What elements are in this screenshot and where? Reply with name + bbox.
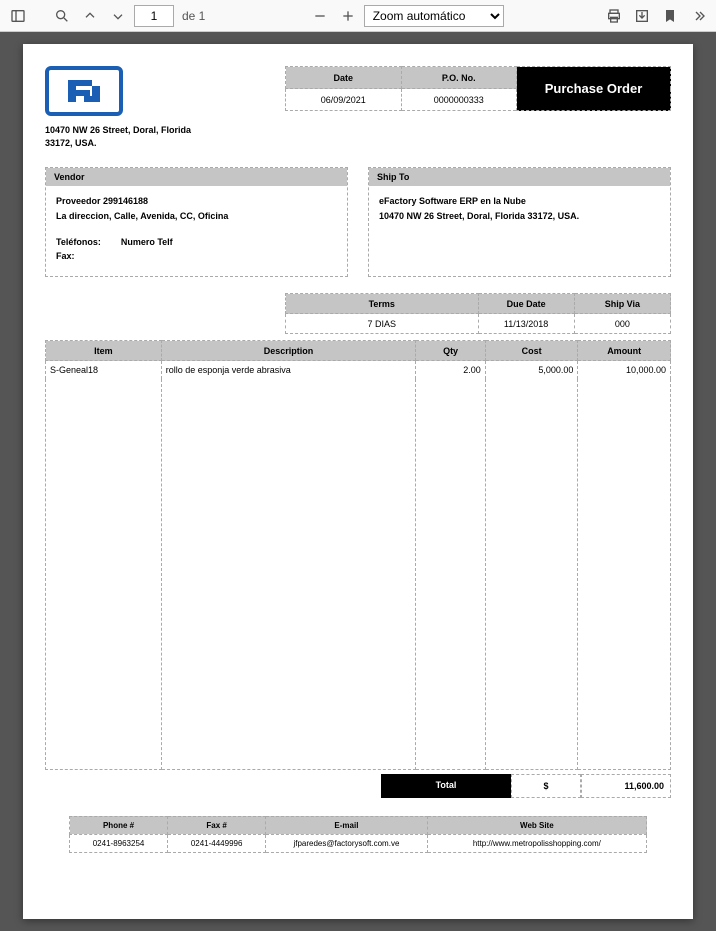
total-label: Total [381,774,511,798]
company-logo [45,66,123,116]
print-icon[interactable] [602,4,626,28]
vendor-name: Proveedor 299146188 [56,194,337,208]
page-up-icon[interactable] [78,4,102,28]
vendor-tel-label: Teléfonos: [56,235,101,249]
vendor-tel-value: Numero Telf [121,235,173,249]
po-number-value: 0000000333 [401,89,517,111]
bookmark-icon[interactable] [658,4,682,28]
vendor-box: Vendor Proveedor 299146188 La direccion,… [45,167,348,277]
company-address-line2: 33172, USA. [45,137,285,150]
due-date-label: Due Date [478,294,574,314]
search-icon[interactable] [50,4,74,28]
col-qty: Qty [416,341,485,361]
items-table: Item Description Qty Cost Amount S-Genea… [45,340,671,770]
total-value: 11,600.00 [581,774,671,798]
page-count-label: de 1 [182,9,205,23]
terms-label: Terms [286,294,479,314]
col-description: Description [161,341,416,361]
item-description: rollo de esponja verde abrasiva [161,361,416,380]
terms-table: Terms Due Date Ship Via 7 DIAS 11/13/201… [285,293,671,334]
date-label: Date [286,67,402,89]
item-amount: 10,000.00 [578,361,671,380]
ship-via-label: Ship Via [574,294,670,314]
vendor-fax-label: Fax: [56,249,337,263]
vendor-address: La direccion, Calle, Avenida, CC, Oficin… [56,209,337,223]
pdf-viewer: 10470 NW 26 Street, Doral, Florida 33172… [0,32,716,931]
web-value: http://www.metropolisshopping.com/ [427,834,646,852]
due-date-value: 11/13/2018 [478,314,574,334]
web-label: Web Site [427,816,646,834]
item-qty: 2.00 [416,361,485,380]
zoom-in-icon[interactable] [336,4,360,28]
page-down-icon[interactable] [106,4,130,28]
total-currency: $ [511,774,581,798]
zoom-select[interactable]: Zoom automático [364,5,504,27]
phone-label: Phone # [70,816,168,834]
document-title: Purchase Order [517,67,671,111]
shipto-box: Ship To eFactory Software ERP en la Nube… [368,167,671,277]
download-icon[interactable] [630,4,654,28]
terms-value: 7 DIAS [286,314,479,334]
pdf-page: 10470 NW 26 Street, Doral, Florida 33172… [23,44,693,919]
po-header-table: Date P.O. No. Purchase Order 06/09/2021 … [285,66,671,111]
email-value: jfparedes@factorysoft.com.ve [266,834,428,852]
contact-table: Phone # Fax # E-mail Web Site 0241-89632… [69,816,647,853]
sidebar-toggle-icon[interactable] [6,4,30,28]
col-item: Item [46,341,162,361]
fax-value: 0241-4449996 [168,834,266,852]
company-address-line1: 10470 NW 26 Street, Doral, Florida [45,124,285,137]
shipto-name: eFactory Software ERP en la Nube [379,194,660,208]
total-row: Total $ 11,600.00 [45,774,671,798]
fax-label: Fax # [168,816,266,834]
page-number-input[interactable] [134,5,174,27]
pdf-toolbar: de 1 Zoom automático [0,0,716,32]
item-code: S-Geneal18 [46,361,162,380]
date-value: 06/09/2021 [286,89,402,111]
po-number-label: P.O. No. [401,67,517,89]
email-label: E-mail [266,816,428,834]
col-amount: Amount [578,341,671,361]
shipto-address: 10470 NW 26 Street, Doral, Florida 33172… [379,209,660,223]
item-cost: 5,000.00 [485,361,578,380]
phone-value: 0241-8963254 [70,834,168,852]
ship-via-value: 000 [574,314,670,334]
vendor-label: Vendor [46,168,347,186]
col-cost: Cost [485,341,578,361]
shipto-label: Ship To [369,168,670,186]
zoom-out-icon[interactable] [308,4,332,28]
more-icon[interactable] [686,4,710,28]
